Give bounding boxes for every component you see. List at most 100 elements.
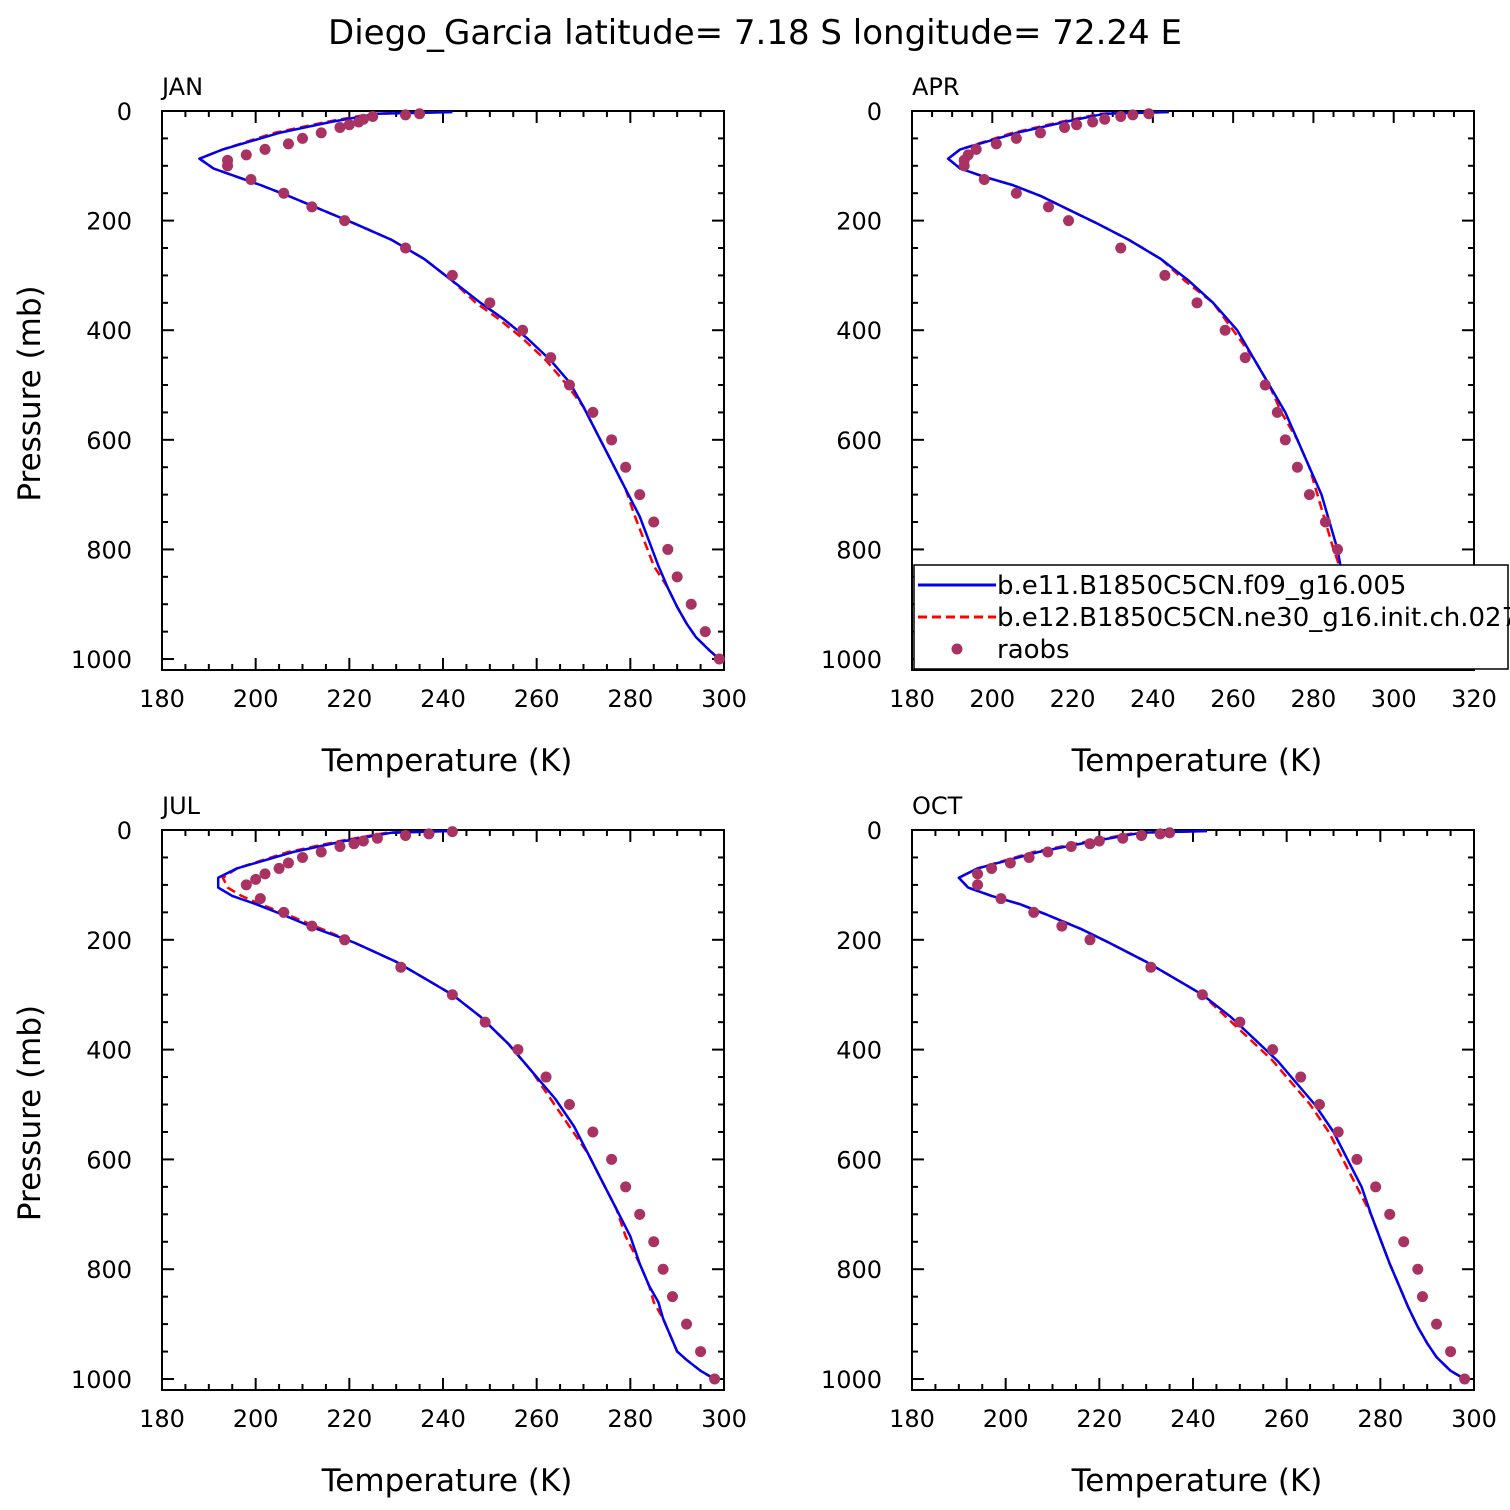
plot-frame xyxy=(161,829,725,1391)
raobs-point xyxy=(620,1181,632,1193)
raobs-point xyxy=(1087,116,1099,128)
raobs-point xyxy=(400,242,412,254)
plot-frame xyxy=(911,829,1475,1391)
y-tick-label: 600 xyxy=(836,427,882,455)
raobs-point xyxy=(695,1346,707,1358)
raobs-point xyxy=(479,1016,491,1028)
raobs-point xyxy=(986,862,998,874)
legend-swatch-dot xyxy=(951,643,963,655)
y-tick-label: 600 xyxy=(86,427,132,455)
panel-title: JUL xyxy=(160,792,201,820)
y-tick-label: 1000 xyxy=(821,1366,882,1394)
y-tick-label: 200 xyxy=(86,208,132,236)
raobs-point xyxy=(648,1236,660,1248)
raobs-point xyxy=(671,571,683,583)
raobs-point xyxy=(1154,828,1166,840)
x-tick-label: 260 xyxy=(514,685,560,713)
raobs-point xyxy=(348,838,360,850)
raobs-point xyxy=(972,879,984,891)
y-tick-label: 0 xyxy=(117,98,132,126)
x-tick-label: 240 xyxy=(420,1405,466,1433)
raobs-point xyxy=(620,461,632,473)
raobs-point xyxy=(371,832,383,844)
x-tick-label: 320 xyxy=(1451,685,1497,713)
x-tick-label: 280 xyxy=(1357,1405,1403,1433)
raobs-point xyxy=(1164,827,1176,839)
raobs-point xyxy=(367,110,379,122)
raobs-point xyxy=(240,879,252,891)
x-tick-label: 220 xyxy=(1050,685,1096,713)
plot-frame xyxy=(161,110,725,671)
raobs-point xyxy=(1445,1346,1457,1358)
raobs-point xyxy=(339,934,351,946)
raobs-point xyxy=(587,1126,599,1138)
x-tick-label: 220 xyxy=(326,1405,372,1433)
raobs-point xyxy=(1117,832,1129,844)
x-tick-label: 300 xyxy=(701,1405,747,1433)
y-tick-label: 400 xyxy=(836,1037,882,1065)
y-tick-label: 200 xyxy=(836,927,882,955)
figure-title: Diego_Garcia latitude= 7.18 S longitude=… xyxy=(328,13,1182,53)
y-axis-label: Pressure (mb) xyxy=(12,285,48,501)
panel-jan: JAN 180 200 220 240 260 280 300 0 200 400 600 800 100… xyxy=(12,73,747,779)
series-line-f09 xyxy=(198,110,721,660)
raobs-point xyxy=(273,862,285,874)
raobs-point xyxy=(990,138,1002,150)
raobs-point xyxy=(685,598,697,610)
x-axis-label: Temperature (K) xyxy=(1071,743,1323,779)
x-tick-label: 240 xyxy=(1170,1405,1216,1433)
raobs-point xyxy=(1291,461,1303,473)
raobs-point xyxy=(606,1153,618,1165)
panel-title: OCT xyxy=(912,792,963,820)
raobs-point xyxy=(395,961,407,973)
raobs-point xyxy=(339,215,351,227)
x-tick-label: 220 xyxy=(1076,1405,1122,1433)
raobs-point xyxy=(240,149,252,161)
raobs-point xyxy=(343,119,355,131)
raobs-point xyxy=(1065,840,1077,852)
raobs-point xyxy=(1059,121,1071,133)
x-tick-label: 220 xyxy=(326,685,372,713)
raobs-point xyxy=(1115,110,1127,122)
x-tick-label: 280 xyxy=(1291,685,1337,713)
raobs-point xyxy=(1459,1373,1471,1385)
raobs-point xyxy=(563,1099,575,1111)
panel-title: APR xyxy=(912,73,960,101)
y-tick-label: 1000 xyxy=(821,646,882,674)
raobs-point xyxy=(1303,489,1315,501)
raobs-point xyxy=(1099,113,1111,125)
x-tick-label: 240 xyxy=(1130,685,1176,713)
raobs-point xyxy=(657,1263,669,1275)
x-axis-label: Temperature (K) xyxy=(321,1463,573,1499)
legend-entry: raobs xyxy=(997,635,1070,665)
x-axis-label: Temperature (K) xyxy=(321,743,573,779)
raobs-point xyxy=(978,174,990,186)
panel-title: JAN xyxy=(160,73,203,101)
raobs-point xyxy=(357,835,369,847)
raobs-point xyxy=(297,132,308,144)
raobs-point xyxy=(1267,1044,1279,1056)
y-tick-label: 200 xyxy=(836,208,882,236)
y-tick-label: 600 xyxy=(86,1146,132,1174)
y-tick-label: 200 xyxy=(86,927,132,955)
y-tick-label: 600 xyxy=(836,1146,882,1174)
panel-oct: OCT 180 200 220 240 260 280 300 0 200 400 600 800 100… xyxy=(821,792,1497,1499)
raobs-point xyxy=(1042,201,1054,213)
raobs-point xyxy=(1034,127,1046,139)
x-tick-label: 260 xyxy=(514,1405,560,1433)
raobs-point xyxy=(1023,851,1035,863)
y-tick-label: 800 xyxy=(86,1256,132,1284)
raobs-point xyxy=(1010,132,1022,144)
raobs-point xyxy=(512,1044,524,1056)
raobs-point xyxy=(245,174,257,186)
raobs-point xyxy=(1010,187,1022,199)
x-tick-label: 260 xyxy=(1210,685,1256,713)
raobs-point xyxy=(1384,1208,1396,1220)
raobs-point xyxy=(306,920,318,932)
raobs-point xyxy=(1093,835,1105,847)
x-tick-label: 200 xyxy=(233,685,279,713)
raobs-point xyxy=(1042,846,1054,858)
raobs-point xyxy=(1135,829,1147,841)
raobs-point xyxy=(517,324,529,336)
